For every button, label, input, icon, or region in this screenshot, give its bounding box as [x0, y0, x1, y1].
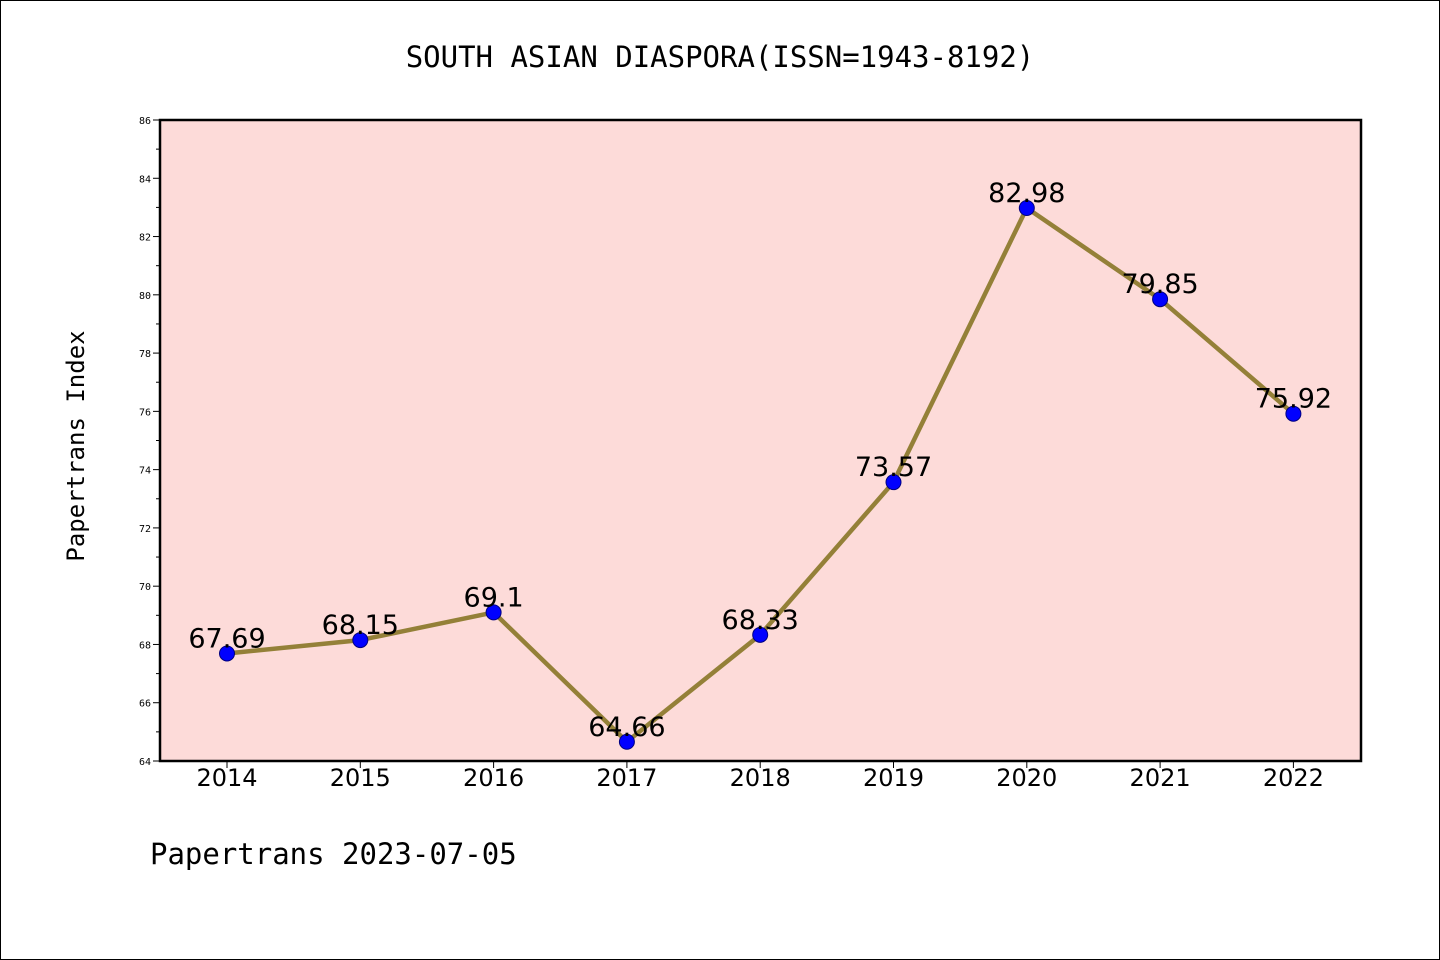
data-label: 68.15 [322, 610, 399, 641]
x-tick-label: 2019 [863, 764, 924, 792]
plot-border [158, 118, 1363, 763]
data-label: 82.98 [988, 178, 1065, 209]
data-label: 68.33 [722, 605, 799, 636]
y-axis: 64 66 68 70 72 74 76 78 80 82 84 86 [139, 116, 160, 768]
data-point [352, 632, 369, 649]
data-point [752, 626, 769, 643]
y-tick-label: 68 [139, 640, 151, 651]
x-tick-label: 2022 [1263, 764, 1324, 792]
y-tick-label: 74 [139, 466, 151, 477]
data-label: 75.92 [1255, 384, 1332, 415]
data-label: 69.1 [464, 582, 524, 613]
data-label: 64.66 [588, 712, 665, 743]
data-point [485, 604, 502, 621]
data-label: 79.85 [1121, 269, 1198, 300]
y-tick-label: 72 [139, 524, 151, 535]
data-point [1018, 199, 1035, 216]
y-tick-label: 78 [139, 349, 151, 360]
data-point [885, 474, 902, 491]
data-labels: 67.69 68.15 69.1 64.66 68.33 73.57 82.98 79.85 7… [188, 178, 1332, 743]
y-tick-label: 82 [139, 233, 151, 244]
x-tick-label: 2017 [596, 764, 657, 792]
y-tick-label: 66 [139, 699, 151, 710]
chart-title: SOUTH ASIAN DIASPORA(ISSN=1943-8192) [406, 40, 1035, 74]
x-tick-label: 2020 [996, 764, 1057, 792]
y-tick-label: 86 [139, 116, 151, 127]
plot-area [160, 120, 1361, 761]
y-tick-label: 64 [139, 757, 151, 768]
x-tick-label: 2021 [1130, 764, 1191, 792]
y-axis-label: Papertrans Index [62, 330, 90, 561]
data-point [1152, 291, 1169, 308]
x-axis: 2014 2015 2016 2017 2018 2019 2020 2021 2022 [196, 761, 1324, 792]
y-tick-label: 76 [139, 407, 151, 418]
y-tick-label: 70 [139, 582, 151, 593]
x-tick-label: 2015 [330, 764, 391, 792]
data-point [1285, 405, 1302, 422]
y-tick-label: 84 [139, 174, 151, 185]
x-tick-label: 2016 [463, 764, 524, 792]
data-point [219, 645, 235, 662]
data-label: 73.57 [855, 452, 932, 483]
data-point [618, 733, 635, 750]
data-label: 67.69 [188, 623, 265, 654]
footer-date-label: Papertrans 2023-07-05 [150, 837, 517, 871]
data-markers [219, 199, 1302, 750]
y-tick-label: 80 [139, 291, 151, 302]
x-tick-label: 2018 [730, 764, 791, 792]
x-tick-label: 2014 [196, 764, 257, 792]
